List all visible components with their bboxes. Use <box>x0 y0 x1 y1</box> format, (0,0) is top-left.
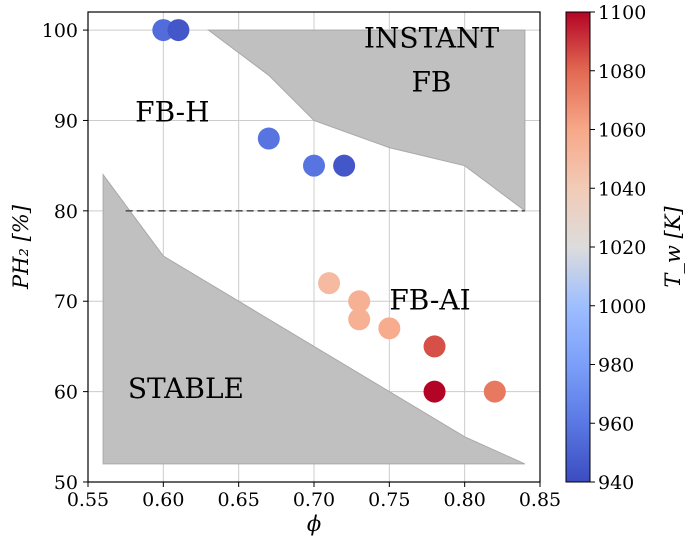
y-axis-ticks: 50 60 70 80 90 100 <box>42 20 88 494</box>
data-point-5 <box>318 272 341 295</box>
x-tick-label-4: 0.75 <box>368 489 410 511</box>
data-point-0 <box>152 19 175 42</box>
colorbar-ticks: 940 960 980 1000 1020 1040 1060 1080 1100 <box>590 2 646 494</box>
data-point-4 <box>333 154 356 177</box>
region-label-fb: FB <box>412 66 452 99</box>
y-tick-label-2: 70 <box>54 291 78 313</box>
shaded-regions <box>102 29 526 465</box>
region-instant-fb <box>206 29 526 212</box>
colorbar-gradient <box>565 11 591 483</box>
region-stable <box>102 173 526 465</box>
data-point-2 <box>257 127 280 150</box>
colorbar-tick-label-1: 960 <box>598 413 634 435</box>
region-label-fb-h: FB-H <box>135 95 209 128</box>
colorbar-tick-label-6: 1060 <box>598 120 646 142</box>
colorbar-tick-label-0: 940 <box>598 472 634 494</box>
region-label-instant: INSTANT <box>364 21 500 54</box>
data-point-11 <box>483 380 506 403</box>
x-tick-label-0: 0.55 <box>67 489 109 511</box>
x-tick-label-6: 0.85 <box>519 489 561 511</box>
y-tick-label-3: 80 <box>54 201 78 223</box>
colorbar-tick-label-4: 1020 <box>598 237 646 259</box>
data-points <box>152 19 506 403</box>
x-tick-label-1: 0.60 <box>142 489 184 511</box>
y-tick-label-5: 100 <box>42 20 78 42</box>
region-label-stable: STABLE <box>128 372 244 405</box>
data-point-8 <box>378 317 401 340</box>
x-tick-label-3: 0.70 <box>293 489 335 511</box>
x-axis-ticks: 0.55 0.60 0.65 0.70 0.75 0.80 0.85 <box>67 482 561 511</box>
colorbar-tick-label-2: 980 <box>598 355 634 377</box>
y-tick-label-1: 60 <box>54 382 78 404</box>
y-tick-label-4: 90 <box>54 110 78 132</box>
data-point-9 <box>423 335 446 358</box>
colorbar-tick-label-3: 1000 <box>598 296 646 318</box>
x-tick-label-5: 0.80 <box>444 489 486 511</box>
colorbar-tick-label-8: 1100 <box>598 2 646 24</box>
region-labels: FB-H FB-AI STABLE INSTANT FB <box>128 21 500 405</box>
region-label-fb-ai: FB-AI <box>389 283 470 316</box>
y-axis-label: PH₂ [%] <box>9 204 33 290</box>
x-axis-label: ϕ <box>307 512 321 536</box>
colorbar-tick-label-5: 1040 <box>598 178 646 200</box>
colorbar-label: T_w [K] <box>661 206 685 288</box>
x-tick-label-2: 0.65 <box>218 489 260 511</box>
data-point-7 <box>348 308 371 331</box>
data-point-3 <box>303 154 325 177</box>
colorbar: 940 960 980 1000 1020 1040 1060 1080 1100 T_w [K… <box>565 2 685 494</box>
data-point-10 <box>423 380 446 403</box>
data-point-1 <box>167 19 190 42</box>
data-point-6 <box>348 290 371 313</box>
colorbar-tick-label-7: 1080 <box>598 61 646 83</box>
y-tick-label-0: 50 <box>54 472 78 494</box>
